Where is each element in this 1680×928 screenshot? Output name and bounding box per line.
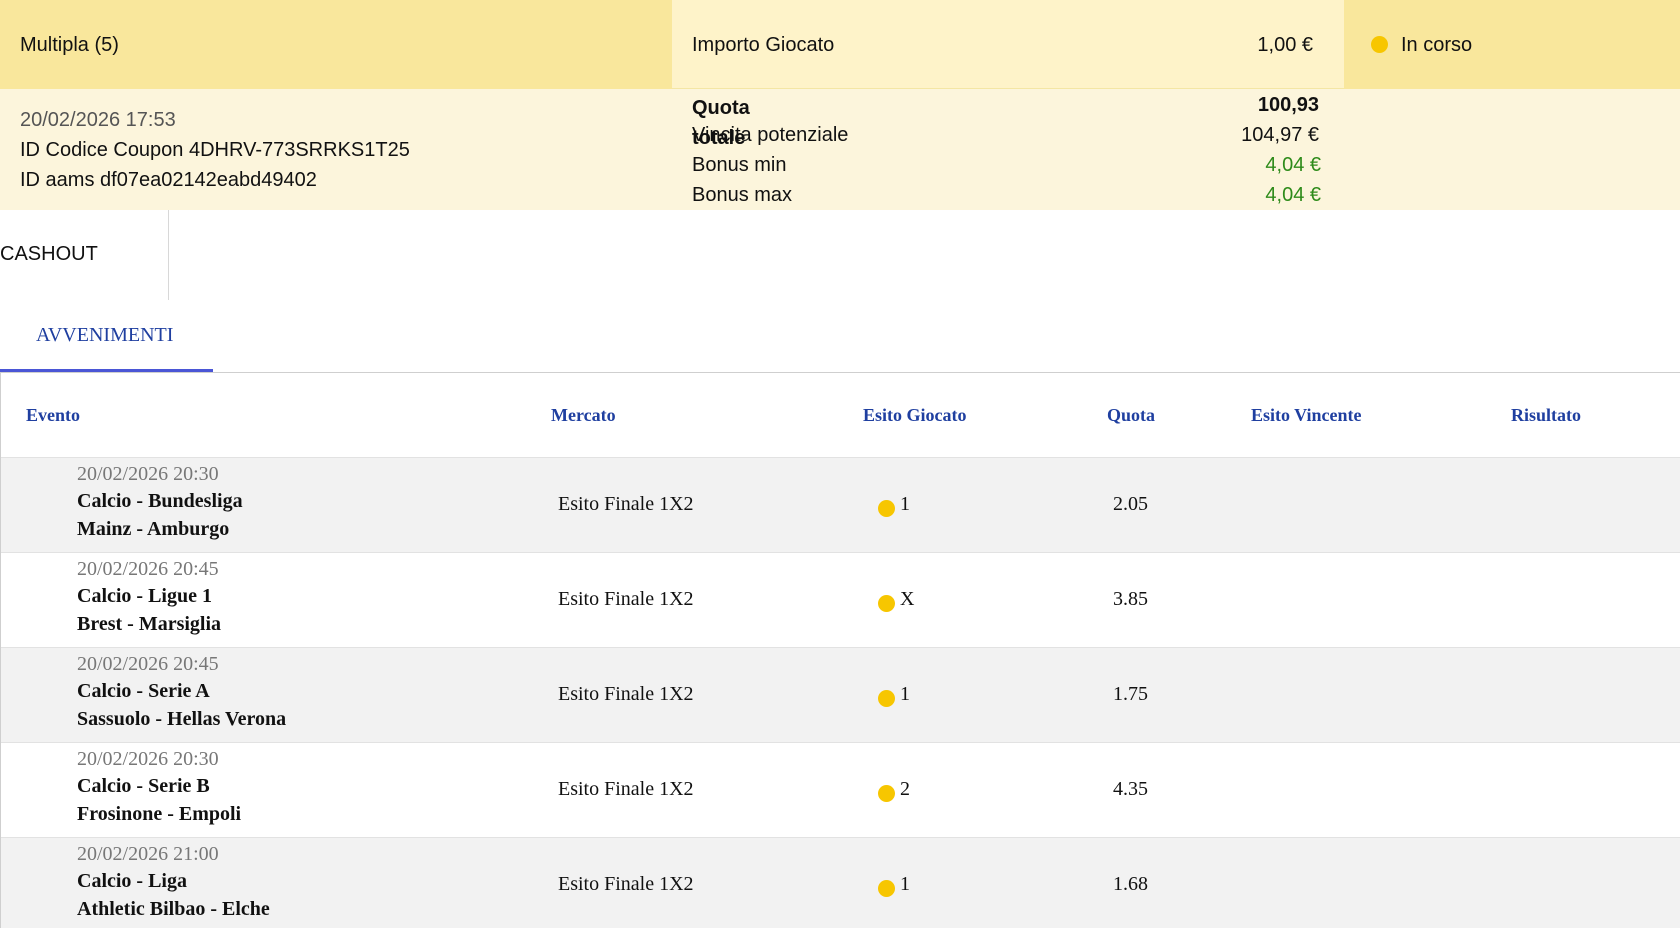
event-outcome: 2 <box>900 778 910 800</box>
status-dot-icon <box>1371 36 1388 53</box>
event-date: 20/02/2026 20:30 <box>77 748 219 770</box>
event-outcome: 1 <box>900 873 910 895</box>
table-row[interactable]: 20/02/2026 21:00 Calcio - Liga Athletic … <box>1 838 1680 928</box>
event-match: Frosinone - Empoli <box>77 803 242 825</box>
bet-date: 20/02/2026 17:53 <box>20 109 176 131</box>
bet-summary-header: Multipla (5) Importo Giocato 1,00 € In c… <box>0 0 1680 89</box>
bonus-max-label: Bonus max <box>692 184 793 206</box>
status-cell: In corso <box>1344 0 1680 89</box>
event-odds: 3.85 <box>1113 588 1148 610</box>
event-match: Mainz - Amburgo <box>77 518 230 540</box>
header-risultato: Risultato <box>1511 405 1582 425</box>
event-match: Athletic Bilbao - Elche <box>77 898 270 920</box>
tab-bar: AVVENIMENTI <box>0 300 1680 373</box>
amount-cell: Importo Giocato 1,00 € <box>672 0 1344 89</box>
bet-summary-details: 20/02/2026 17:53 ID Codice Coupon 4DHRV-… <box>0 89 1680 210</box>
amount-label: Importo Giocato <box>692 34 835 56</box>
table-header: Evento Mercato Esito Giocato Quota Esito… <box>1 373 1680 458</box>
event-market: Esito Finale 1X2 <box>558 683 694 705</box>
bet-type-cell: Multipla (5) <box>0 0 672 89</box>
event-competition: Calcio - Serie B <box>77 775 210 797</box>
bonus-min-label: Bonus min <box>692 154 787 176</box>
potential-win-label: Vincita potenziale <box>692 124 849 146</box>
bonus-min-value: 4,04 € <box>1265 154 1321 176</box>
tab-avvenimenti[interactable]: AVVENIMENTI <box>0 300 213 372</box>
event-competition: Calcio - Serie A <box>77 680 210 702</box>
tab-avvenimenti-label: AVVENIMENTI <box>36 324 174 346</box>
table-row[interactable]: 20/02/2026 20:30 Calcio - Serie B Frosin… <box>1 743 1680 838</box>
event-outcome: 1 <box>900 493 910 515</box>
header-esito-vincente: Esito Vincente <box>1251 405 1362 425</box>
event-match: Sassuolo - Hellas Verona <box>77 708 287 730</box>
event-odds: 4.35 <box>1113 778 1148 800</box>
bet-type-label: Multipla (5) <box>20 34 119 56</box>
event-market: Esito Finale 1X2 <box>558 588 694 610</box>
header-evento: Evento <box>26 405 80 425</box>
event-date: 20/02/2026 20:45 <box>77 558 219 580</box>
table-row[interactable]: 20/02/2026 20:30 Calcio - Bundesliga Mai… <box>1 458 1680 553</box>
event-market: Esito Finale 1X2 <box>558 873 694 895</box>
table-row[interactable]: 20/02/2026 20:45 Calcio - Ligue 1 Brest … <box>1 553 1680 648</box>
event-date: 20/02/2026 20:45 <box>77 653 219 675</box>
outcome-status-dot-icon <box>878 690 895 707</box>
quota-totale-label: Quota totale <box>692 97 750 149</box>
quota-totale-value: 100,93 <box>1257 94 1319 116</box>
table-row[interactable]: 20/02/2026 20:45 Calcio - Serie A Sassuo… <box>1 648 1680 743</box>
outcome-status-dot-icon <box>878 785 895 802</box>
event-date: 20/02/2026 20:30 <box>77 463 219 485</box>
amount-value: 1,00 € <box>1257 34 1313 56</box>
outcome-status-dot-icon <box>878 500 895 517</box>
aams-id: ID aams df07ea02142eabd49402 <box>20 169 317 191</box>
event-odds: 2.05 <box>1113 493 1148 515</box>
event-competition: Calcio - Liga <box>77 870 187 892</box>
header-quota: Quota <box>1107 405 1156 425</box>
event-market: Esito Finale 1X2 <box>558 493 694 515</box>
events-table: Evento Mercato Esito Giocato Quota Esito… <box>0 373 1680 928</box>
cashout-button[interactable]: CASHOUT <box>0 210 169 300</box>
header-esito-giocato: Esito Giocato <box>863 405 967 425</box>
bonus-max-value: 4,04 € <box>1265 184 1321 206</box>
event-outcome: 1 <box>900 683 910 705</box>
cashout-label: CASHOUT <box>0 243 98 265</box>
event-outcome: X <box>900 588 915 610</box>
header-mercato: Mercato <box>551 405 616 425</box>
event-competition: Calcio - Ligue 1 <box>77 585 212 607</box>
event-odds: 1.75 <box>1113 683 1148 705</box>
outcome-status-dot-icon <box>878 880 895 897</box>
event-competition: Calcio - Bundesliga <box>77 490 243 512</box>
event-date: 20/02/2026 21:00 <box>77 843 219 865</box>
event-market: Esito Finale 1X2 <box>558 778 694 800</box>
status-label: In corso <box>1401 34 1473 56</box>
outcome-status-dot-icon <box>878 595 895 612</box>
coupon-id: ID Codice Coupon 4DHRV-773SRRKS1T25 <box>20 139 410 161</box>
cashout-area: CASHOUT <box>0 210 1680 300</box>
event-match: Brest - Marsiglia <box>77 613 222 635</box>
potential-win-value: 104,97 € <box>1241 124 1319 146</box>
event-odds: 1.68 <box>1113 873 1148 895</box>
